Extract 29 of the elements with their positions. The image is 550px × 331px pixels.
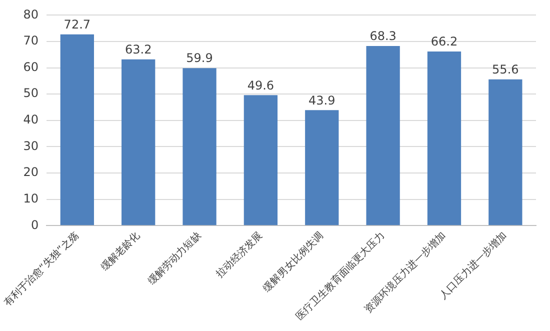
- data-label: 43.9: [308, 93, 336, 108]
- y-tick-label: 20: [23, 165, 39, 180]
- y-tick-label: 40: [23, 112, 39, 127]
- x-tick-label: 拉动经济发展: [214, 229, 265, 280]
- y-tick-label: 50: [23, 86, 39, 100]
- y-tick-label: 30: [23, 138, 39, 153]
- bar: [182, 68, 216, 226]
- x-tick-label: 缓解劳动力短缺: [146, 229, 204, 288]
- x-tick-label: 有利于治愈“失独”之殇: [2, 229, 82, 309]
- bar: [122, 59, 156, 226]
- bar: [60, 34, 94, 226]
- data-label: 59.9: [186, 51, 213, 66]
- bar: [305, 110, 339, 226]
- data-label: 49.6: [247, 78, 274, 92]
- y-tick-label: 0: [30, 218, 39, 232]
- data-label: 66.2: [430, 34, 458, 49]
- y-tick-label: 10: [23, 191, 39, 206]
- data-label: 72.7: [64, 18, 91, 32]
- data-label: 55.6: [492, 62, 519, 77]
- x-tick-label: 缓解老龄化: [98, 229, 142, 274]
- bar: [427, 52, 462, 226]
- data-label: 68.3: [370, 29, 396, 44]
- bar: [366, 46, 400, 226]
- bar: [244, 95, 278, 226]
- y-tick-label: 80: [23, 7, 39, 22]
- data-label: 63.2: [124, 42, 152, 57]
- bar: [488, 79, 522, 226]
- y-tick-label: 70: [23, 34, 39, 48]
- y-tick-label: 60: [23, 60, 39, 74]
